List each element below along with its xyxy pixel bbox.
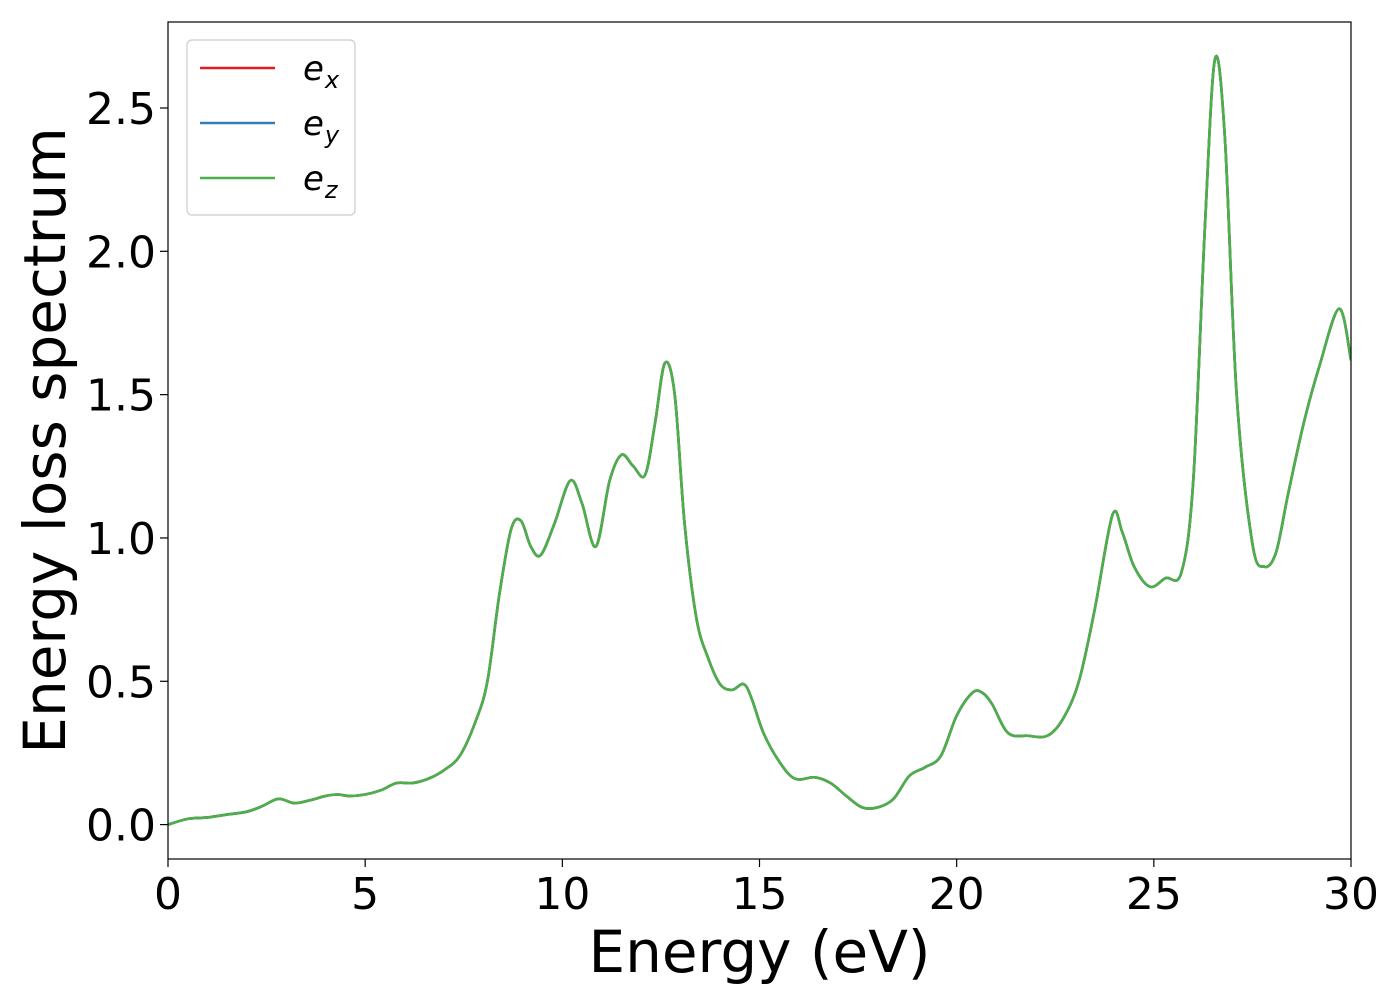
legend-label-ex: ex — [303, 49, 340, 94]
y-tick-label: 0.0 — [86, 801, 156, 852]
y-tick-label: 2.5 — [86, 84, 156, 135]
legend-label-subscript: y — [324, 121, 340, 149]
y-tick-label: 2.0 — [86, 227, 156, 278]
series-line-ez — [168, 54, 1351, 826]
x-tick-label: 0 — [154, 869, 182, 920]
legend-label-ey: ey — [303, 104, 340, 149]
y-tick-label: 1.5 — [86, 371, 156, 422]
x-tick-label: 15 — [732, 869, 788, 920]
legend-label-base: e — [303, 159, 324, 199]
legend-label-base: e — [303, 104, 324, 144]
legend-label-subscript: x — [324, 66, 340, 94]
x-tick-label: 20 — [929, 869, 985, 920]
x-axis-label: Energy (eV) — [588, 918, 930, 986]
legend-label-subscript: z — [324, 176, 339, 204]
y-tick-label: 0.5 — [86, 657, 156, 708]
legend-label-base: e — [303, 49, 324, 89]
series-layer — [168, 54, 1351, 826]
x-tick-label: 25 — [1126, 869, 1182, 920]
y-tick-label: 1.0 — [86, 514, 156, 565]
y-axis-ticks: 0.0 0.5 1.0 1.5 2.0 2.5 — [86, 84, 168, 852]
y-axis-label: Energy loss spectrum — [11, 127, 79, 753]
legend-label-ez: ez — [303, 159, 339, 204]
x-axis-ticks: 0 5 10 15 20 25 30 — [154, 859, 1379, 920]
legend-box — [186, 39, 356, 216]
x-tick-label: 30 — [1323, 869, 1379, 920]
x-tick-label: 5 — [351, 869, 379, 920]
plot-frame — [167, 21, 1352, 860]
x-tick-label: 10 — [534, 869, 590, 920]
